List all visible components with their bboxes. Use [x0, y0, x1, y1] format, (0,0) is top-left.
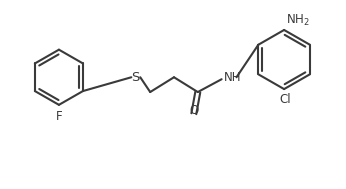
Text: S: S	[131, 71, 139, 84]
Text: Cl: Cl	[279, 93, 291, 106]
Text: NH: NH	[224, 71, 241, 84]
Text: O: O	[189, 104, 199, 117]
Text: NH$_2$: NH$_2$	[286, 13, 310, 28]
Text: F: F	[56, 110, 62, 123]
